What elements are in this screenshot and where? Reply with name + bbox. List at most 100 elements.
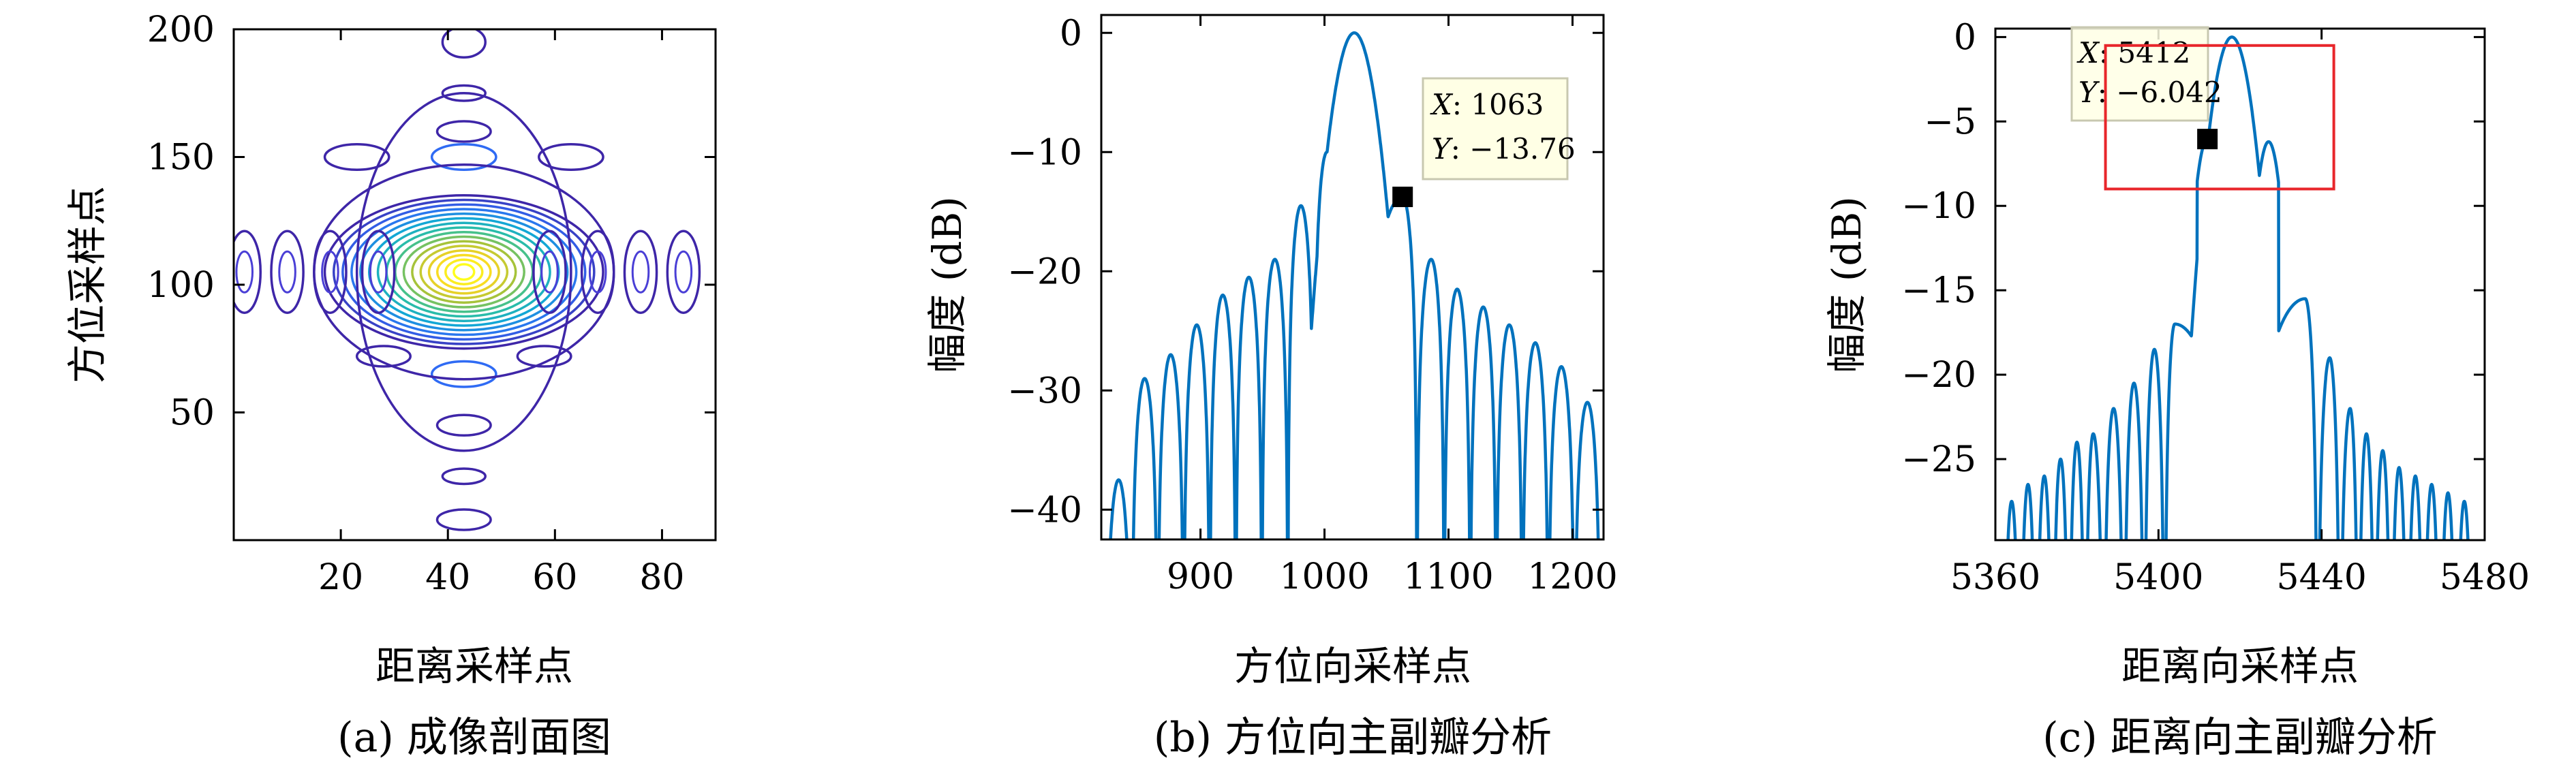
outer-contour <box>313 163 615 381</box>
data-tip-y: Y: −13.76 <box>1432 132 1576 166</box>
y-tick-label: 200 <box>147 10 215 50</box>
y-tick-label: −25 <box>1901 439 1976 480</box>
y-axis: 0 −5 −10 −15 −20 −25 <box>1901 17 2485 480</box>
x-axis: 900 1000 1100 1200 <box>1167 15 1618 597</box>
side-contour-inner <box>588 250 607 294</box>
contour-ring <box>402 235 525 309</box>
y-tick-label: −15 <box>1901 270 1976 311</box>
plot-frame <box>1994 27 2486 542</box>
y-tick-label: −5 <box>1924 101 1976 142</box>
x-tick-label: 40 <box>425 557 470 598</box>
contour-ring <box>350 208 578 336</box>
x-axis-label: 方位向采样点 <box>1234 643 1471 689</box>
y-axis-label: 幅度 (dB) <box>1824 196 1870 373</box>
highlight-box <box>2104 44 2335 191</box>
side-contour-inner <box>674 250 693 294</box>
x-tick-label: 60 <box>532 557 577 598</box>
y-tick-label: −40 <box>1007 490 1082 531</box>
contour-ring <box>419 245 509 300</box>
azimuth-contour <box>441 29 487 59</box>
side-contour <box>270 230 305 314</box>
caption: (c) 距离向主副瓣分析 <box>2042 714 2438 762</box>
data-tip-marker <box>2197 129 2218 150</box>
x-axis-label: 距离向采样点 <box>2121 643 2359 689</box>
azimuth-profile-line <box>1109 31 1600 539</box>
side-contour-inner <box>369 250 388 294</box>
side-contour-inner <box>235 250 254 294</box>
outer-contour <box>355 92 572 452</box>
y-tick-label: −20 <box>1007 251 1082 292</box>
azimuth-contour <box>430 360 497 388</box>
data-tip-y: Y: −6.042 <box>2079 76 2222 109</box>
caption: (b) 方位向主副瓣分析 <box>1154 714 1552 762</box>
contour-lines <box>234 29 701 531</box>
x-tick-label: 1100 <box>1403 556 1493 597</box>
y-tick-label: 100 <box>147 265 215 306</box>
x-tick-label: 5440 <box>2276 557 2366 598</box>
azimuth-contour <box>435 508 492 531</box>
azimuth-contour <box>435 413 492 437</box>
side-contour <box>666 230 701 314</box>
side-contour-inner <box>540 250 559 294</box>
azimuth-contour <box>430 143 497 171</box>
azimuth-contour <box>441 84 487 102</box>
contour-ring <box>394 231 534 313</box>
caption: (a) 成像剖面图 <box>337 714 611 762</box>
azimuth-contour <box>441 467 487 486</box>
contour-ring <box>427 249 500 295</box>
x-tick-label: 5480 <box>2440 557 2530 598</box>
y-axis-label: 方位采样点 <box>64 186 110 383</box>
side-contour-inner <box>278 250 296 294</box>
y-tick-label: −30 <box>1007 371 1082 411</box>
range-profile-line <box>2006 35 2470 540</box>
x-axis: 20 40 60 80 <box>318 29 685 598</box>
x-tick-label: 20 <box>318 557 363 598</box>
data-tip-x: X: 1063 <box>1430 88 1544 121</box>
outer-contour <box>516 345 572 368</box>
x-axis-label: 距离采样点 <box>375 643 573 689</box>
y-tick-label: −10 <box>1901 186 1976 227</box>
side-contour <box>623 230 658 314</box>
data-tip: X: 5412 Y: −6.042 <box>2070 26 2222 122</box>
y-tick-label: 150 <box>147 138 215 178</box>
side-contour-inner <box>321 250 339 294</box>
plot-frame <box>1100 14 1605 541</box>
azimuth-panel: 900 1000 1100 1200 0 −10 −20 −30 −40 X: 1063 Y:… <box>924 13 1618 762</box>
y-tick-label: 0 <box>1060 13 1082 54</box>
contour-ring <box>376 221 551 322</box>
contour-ring <box>435 253 492 290</box>
y-tick-label: 0 <box>1954 17 1976 58</box>
contour-ring <box>411 240 517 304</box>
x-tick-label: 80 <box>639 557 684 598</box>
x-tick-label: 1000 <box>1279 556 1369 597</box>
contour-ring <box>444 258 484 285</box>
outer-contour <box>538 143 604 171</box>
y-tick-label: −10 <box>1007 132 1082 173</box>
data-tip-x: X: 5412 <box>2076 36 2190 69</box>
side-contour <box>532 230 567 314</box>
outer-contour <box>323 143 390 171</box>
x-axis: 5360 5400 5440 5480 <box>1950 29 2530 598</box>
contour-ring <box>453 263 476 281</box>
data-tip-marker <box>1392 187 1413 208</box>
y-tick-label: −20 <box>1901 355 1976 396</box>
contour-ring <box>367 217 560 327</box>
y-axis: 50 100 150 200 <box>147 10 716 434</box>
y-axis: 0 −10 −20 −30 −40 <box>1007 13 1604 531</box>
contour-ring <box>333 198 596 345</box>
y-axis-label: 幅度 (dB) <box>924 196 970 373</box>
plot-frame <box>232 28 717 542</box>
azimuth-contour <box>435 120 492 143</box>
data-tip-box <box>2070 26 2209 122</box>
contour-ring <box>341 203 587 341</box>
data-tip-box <box>1422 77 1569 181</box>
outer-contour <box>355 345 412 368</box>
contour-ring <box>323 194 604 350</box>
range-panel: 5360 5400 5440 5480 0 −5 −10 −15 −20 −25 X: 5412… <box>1824 17 2530 762</box>
x-tick-label: 900 <box>1167 556 1234 597</box>
side-contour <box>361 230 396 314</box>
x-tick-label: 1200 <box>1527 556 1617 597</box>
contour-panel: 20 40 60 80 50 100 150 200 距离采样点 方位采样点 (a) 成像剖… <box>64 10 717 762</box>
x-tick-label: 5360 <box>1950 557 2040 598</box>
